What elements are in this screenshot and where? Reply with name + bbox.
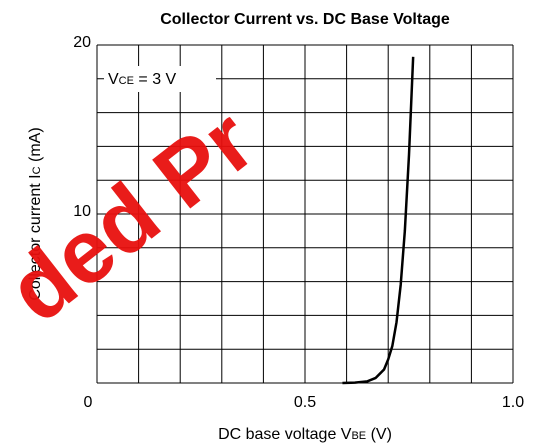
annotation-main: V xyxy=(108,71,119,88)
plot-area xyxy=(96,44,514,385)
x-label-unit: (V) xyxy=(366,426,392,443)
x-axis-label: DC base voltage VBE (V) xyxy=(218,426,392,443)
chart-title: Collector Current vs. DC Base Voltage xyxy=(160,11,450,28)
line-series xyxy=(342,56,415,385)
x-label-main: DC base voltage V xyxy=(218,426,352,443)
y-axis-label: Collector current IC (mA) xyxy=(27,127,44,300)
y-tick-label: 10 xyxy=(73,203,91,220)
x-tick-label: 0.5 xyxy=(294,394,316,411)
annotation-box xyxy=(104,66,216,92)
annotation-sub: CE xyxy=(119,75,134,87)
y-tick-label: 20 xyxy=(73,34,91,51)
y-label-main: Collector current I xyxy=(27,174,44,300)
x-tick-label: 0 xyxy=(84,394,93,411)
annotation-rest: = 3 V xyxy=(134,71,177,88)
y-label-unit: (mA) xyxy=(27,127,44,166)
x-label-sub: BE xyxy=(351,430,366,442)
y-label-sub: C xyxy=(31,166,43,174)
x-tick-label: 1.0 xyxy=(502,394,524,411)
annotation: VCE = 3 V xyxy=(108,71,177,88)
